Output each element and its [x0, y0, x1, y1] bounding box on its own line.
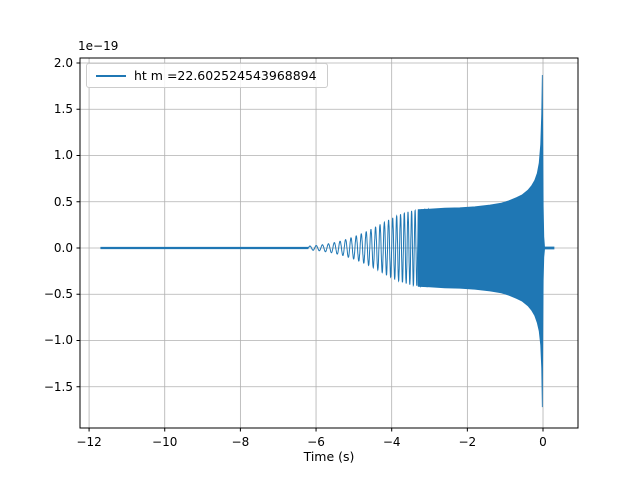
x-tick-label: −8: [231, 435, 250, 449]
waveform-envelope-fill: [417, 74, 545, 408]
axes-frame: [79, 57, 579, 429]
y-tick-label: −1.0: [43, 333, 73, 348]
y-tick-label: 0.0: [53, 240, 73, 255]
legend: ht m =22.602524543968894: [86, 63, 328, 88]
x-tick-label: −12: [76, 435, 102, 449]
x-tick-label: −10: [152, 435, 178, 449]
y-tick-label: 1.0: [53, 148, 73, 163]
y-axis-offset-label: 1e−19: [78, 39, 119, 53]
y-tick-label: 2.0: [53, 55, 73, 70]
y-tick-label: −0.5: [43, 287, 73, 302]
legend-label: ht m =22.602524543968894: [134, 68, 317, 83]
y-tick-label: −1.5: [43, 379, 73, 394]
x-tick-label: 0: [539, 435, 547, 449]
waveform-chirp: [308, 207, 430, 288]
x-tick-label: −6: [307, 435, 325, 449]
x-tick-label: −2: [458, 435, 477, 449]
y-tick-label: 0.5: [53, 194, 73, 209]
x-axis-label: Time (s): [303, 449, 355, 464]
legend-line-sample: [96, 74, 126, 77]
x-tick-label: −4: [382, 435, 401, 449]
y-tick-label: 1.5: [53, 102, 73, 117]
